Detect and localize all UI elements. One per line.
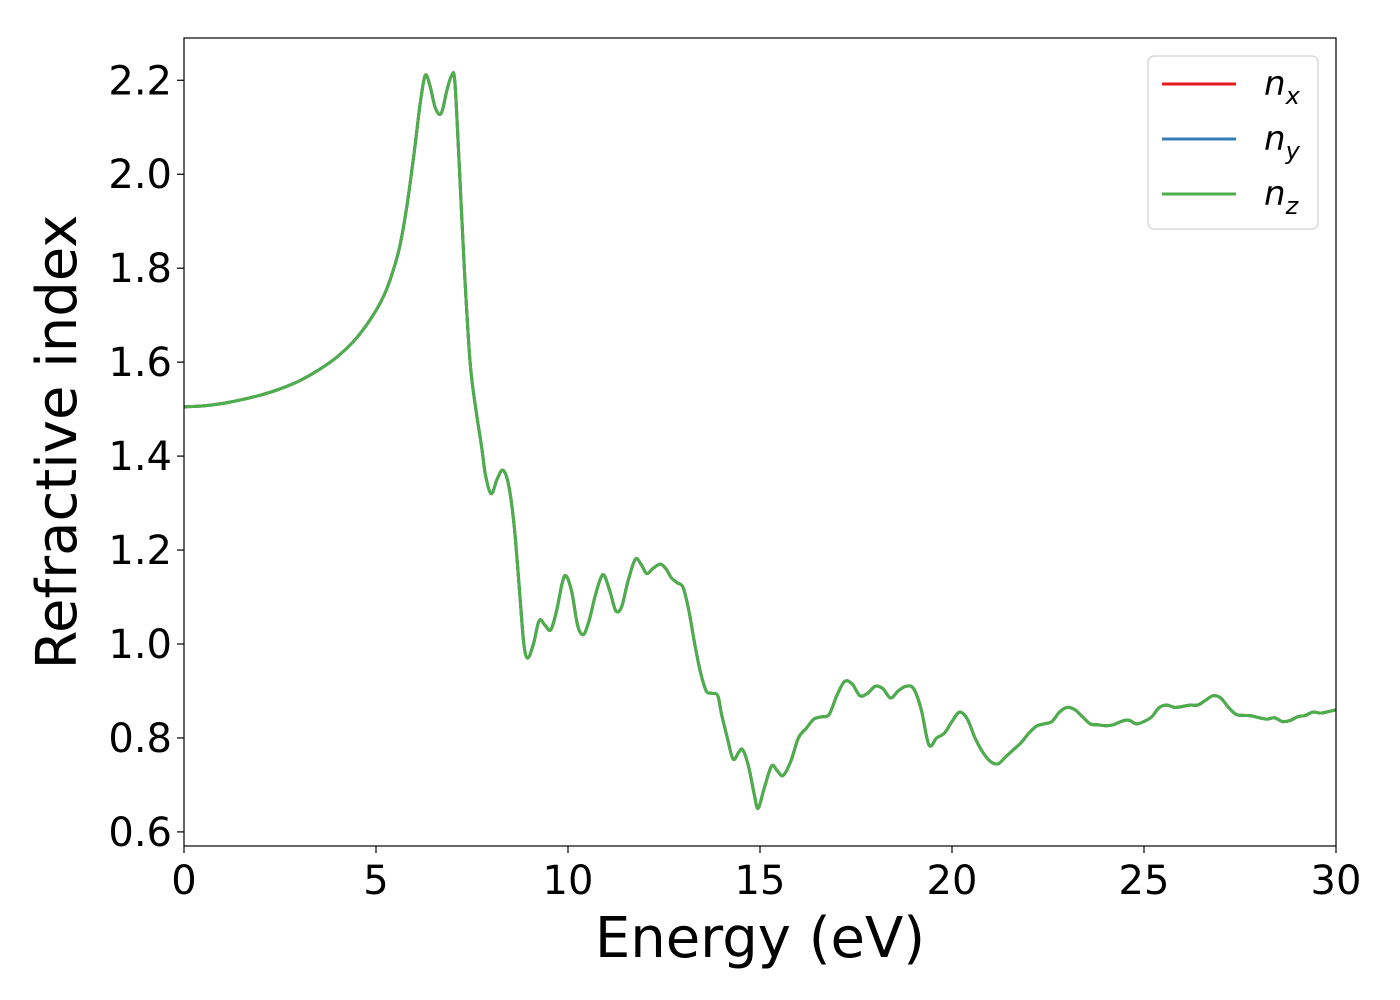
x-tick-label: 25: [1119, 858, 1170, 904]
y-tick-label: 1.6: [108, 340, 172, 386]
x-axis: 0 5 10 15 20 25 30: [171, 846, 1361, 904]
x-tick-label: 15: [735, 858, 786, 904]
legend-label-sub: x: [1285, 82, 1301, 110]
x-axis-title: Energy (eV): [595, 906, 925, 971]
legend-label: ny: [1264, 119, 1301, 165]
x-tick-label: 0: [171, 858, 196, 904]
x-tick-label: 30: [1311, 858, 1362, 904]
y-tick-label: 0.8: [108, 716, 172, 762]
y-axis-title: Refractive index: [25, 215, 90, 670]
x-tick-label: 10: [543, 858, 594, 904]
y-tick-label: 0.6: [108, 810, 172, 856]
legend-label: nz: [1264, 174, 1300, 220]
x-tick-label: 20: [927, 858, 978, 904]
legend-label-main: n: [1264, 64, 1286, 104]
legend-label-main: n: [1264, 174, 1286, 214]
legend-label-main: n: [1264, 119, 1286, 159]
y-tick-label: 2.0: [108, 152, 172, 198]
y-axis: 0.6 0.8 1.0 1.2 1.4 1.6 1.8 2.0 2.2: [108, 58, 184, 856]
y-tick-label: 2.2: [108, 58, 172, 104]
y-tick-label: 1.8: [108, 246, 172, 292]
series-layer: [184, 71, 1336, 810]
legend-box: [1147, 55, 1319, 230]
legend-label-sub: y: [1285, 137, 1301, 165]
y-tick-label: 1.4: [108, 434, 172, 480]
legend-label-sub: z: [1285, 192, 1300, 220]
y-tick-label: 1.2: [108, 528, 172, 574]
x-tick-label: 5: [363, 858, 388, 904]
legend-label: nx: [1264, 64, 1301, 110]
plot-area: [183, 37, 1337, 847]
series-line-n-z: [184, 71, 1336, 810]
y-tick-label: 1.0: [108, 622, 172, 668]
